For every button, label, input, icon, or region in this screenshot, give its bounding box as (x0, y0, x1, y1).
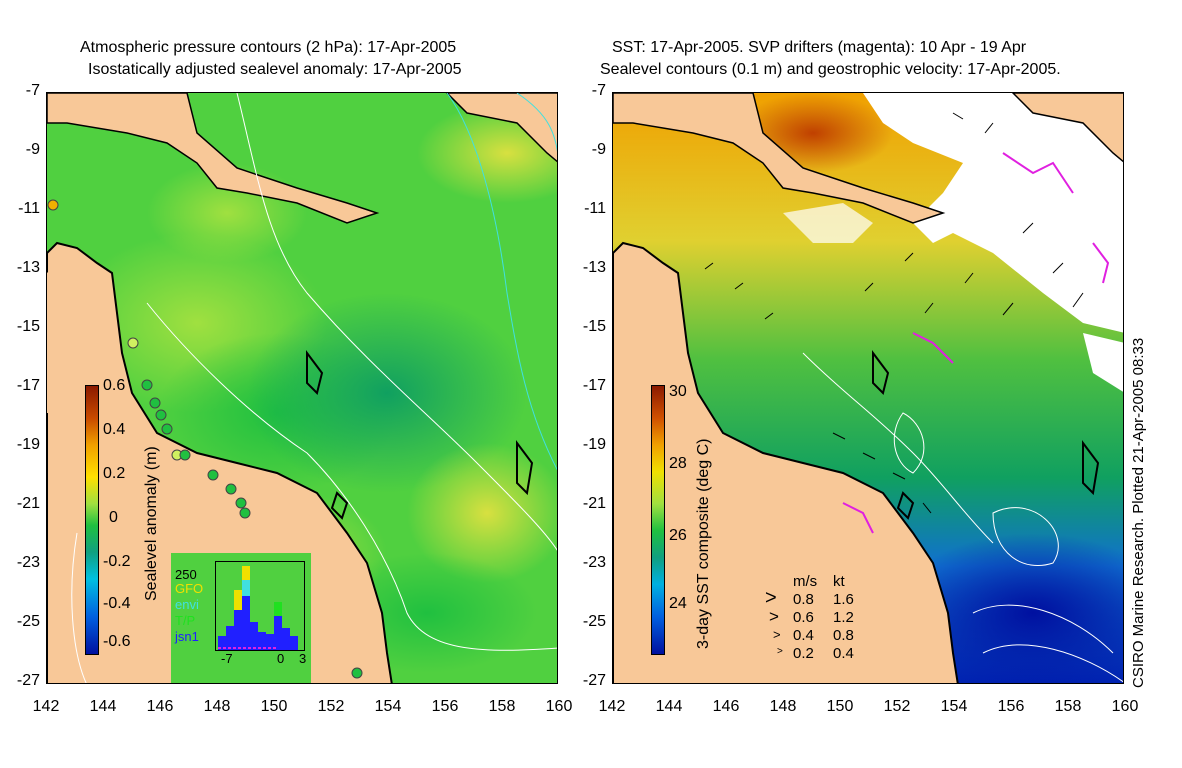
y-tick: -7 (566, 82, 606, 100)
right-title-line2: Sealevel contours (0.1 m) and geostrophi… (600, 60, 1061, 80)
y-tick: -11 (566, 200, 606, 218)
sealevel-colorbar-label: Sealevel anomaly (m) (143, 446, 161, 601)
histogram-plot (215, 561, 305, 651)
right-title-line1: SST: 17-Apr-2005. SVP drifters (magenta)… (612, 38, 1026, 58)
velocity-arrow-icon: > (777, 646, 783, 657)
sealevel-colorbar (85, 385, 99, 655)
velocity-arrow-icon: > (769, 607, 779, 627)
y-tick: -27 (566, 672, 606, 690)
x-tick: 142 (592, 698, 632, 716)
x-tick: 148 (763, 698, 803, 716)
colorbar-tick: 0.2 (103, 465, 125, 483)
x-tick: 160 (1105, 698, 1145, 716)
x-tick: 156 (991, 698, 1031, 716)
x-tick: 158 (1048, 698, 1088, 716)
histogram-inset: 250 GFO envi T/P jsn1 (171, 553, 311, 683)
y-tick: -25 (566, 613, 606, 631)
left-title-line2: Isostatically adjusted sealevel anomaly:… (88, 60, 462, 80)
histogram-xtick: -7 (221, 651, 233, 666)
sst-colorbar-label: 3-day SST composite (deg C) (695, 439, 713, 649)
x-tick: 142 (26, 698, 66, 716)
velocity-header-kt: kt (833, 573, 845, 590)
y-tick: -25 (0, 613, 40, 631)
x-tick: 150 (254, 698, 294, 716)
colorbar-tick: -0.6 (103, 633, 131, 651)
x-tick: 146 (140, 698, 180, 716)
velocity-header-ms: m/s (793, 573, 817, 590)
x-tick: 154 (934, 698, 974, 716)
colorbar-tick: 30 (669, 383, 687, 401)
x-tick: 146 (706, 698, 746, 716)
x-tick: 156 (425, 698, 465, 716)
x-tick: 152 (311, 698, 351, 716)
y-tick: -19 (0, 436, 40, 454)
credit-text: CSIRO Marine Research. Plotted 21-Apr-20… (1130, 338, 1147, 688)
sealevel-colorbar-ticks: 0.6 0.4 0.2 0 -0.2 -0.4 -0.6 (103, 377, 143, 657)
velocity-kt: 1.6 (833, 591, 854, 608)
y-tick: -11 (0, 200, 40, 218)
left-title-line1: Atmospheric pressure contours (2 hPa): 1… (80, 38, 456, 58)
x-tick: 152 (877, 698, 917, 716)
colorbar-tick: 24 (669, 595, 687, 613)
y-tick: -7 (0, 82, 40, 100)
sealevel-anomaly-map: 0.6 0.4 0.2 0 -0.2 -0.4 -0.6 Sealevel an… (46, 92, 558, 684)
velocity-kt: 0.8 (833, 627, 854, 644)
y-tick: -17 (566, 377, 606, 395)
y-tick: -23 (0, 554, 40, 572)
sst-colorbar (651, 385, 665, 655)
y-tick: -21 (566, 495, 606, 513)
legend-tp: T/P (175, 613, 195, 628)
x-tick: 160 (539, 698, 579, 716)
y-tick: -9 (566, 141, 606, 159)
y-tick: -23 (566, 554, 606, 572)
x-tick: 144 (83, 698, 123, 716)
colorbar-tick: 0.4 (103, 421, 125, 439)
legend-gfo: GFO (175, 581, 203, 596)
x-tick: 154 (368, 698, 408, 716)
x-tick: 144 (649, 698, 689, 716)
colorbar-tick: 26 (669, 527, 687, 545)
y-tick: -15 (0, 318, 40, 336)
y-tick: -13 (0, 259, 40, 277)
y-tick: -9 (0, 141, 40, 159)
x-tick: 158 (482, 698, 522, 716)
histogram-xtick: 0 (277, 651, 284, 666)
velocity-arrow-icon: > (773, 627, 781, 642)
y-tick: -19 (566, 436, 606, 454)
colorbar-tick: 0 (109, 509, 118, 527)
velocity-kt: 1.2 (833, 609, 854, 626)
legend-envi: envi (175, 597, 199, 612)
legend-jsn1: jsn1 (175, 629, 199, 644)
histogram-top-label: 250 (175, 567, 197, 582)
colorbar-tick: 28 (669, 455, 687, 473)
velocity-ms: 0.8 (793, 591, 814, 608)
y-tick: -13 (566, 259, 606, 277)
y-tick: -15 (566, 318, 606, 336)
velocity-kt: 0.4 (833, 645, 854, 662)
histogram-xtick: 3 (299, 651, 306, 666)
velocity-ms: 0.4 (793, 627, 814, 644)
y-tick: -17 (0, 377, 40, 395)
colorbar-tick: -0.2 (103, 553, 131, 571)
velocity-legend: m/s kt > 0.8 1.6 > 0.6 1.2 > 0.4 0.8 > 0… (763, 573, 893, 673)
y-tick: -27 (0, 672, 40, 690)
x-tick: 150 (820, 698, 860, 716)
velocity-ms: 0.2 (793, 645, 814, 662)
colorbar-tick: 0.6 (103, 377, 125, 395)
velocity-ms: 0.6 (793, 609, 814, 626)
x-tick: 148 (197, 698, 237, 716)
colorbar-tick: -0.4 (103, 595, 131, 613)
y-tick: -21 (0, 495, 40, 513)
sst-map: 30 28 26 24 3-day SST composite (deg C) … (612, 92, 1124, 684)
